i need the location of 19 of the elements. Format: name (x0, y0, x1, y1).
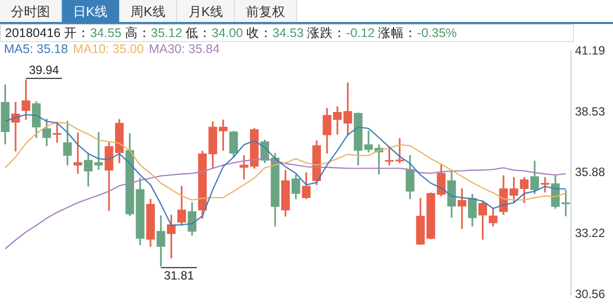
annotation: 39.94 (28, 63, 60, 78)
candlestick (11, 102, 20, 152)
text: 月K线 (177, 0, 236, 22)
chart-title: 20180416 开：34.55 高：35.12 低：34.00 收：34.53 涨跌：-0.12 涨幅：-0.35% (5, 26, 457, 40)
candlestick (458, 188, 466, 229)
y-tick-label: 35.88 (574, 165, 606, 180)
text: MA10: 35.00 (72, 42, 144, 56)
y-tick-label: 33.22 (574, 226, 606, 240)
text: 日K线 (62, 0, 120, 22)
annotation: 31.81 (164, 268, 194, 282)
text: MA30: 35.84 (148, 42, 220, 56)
candlestick (540, 177, 550, 192)
y-tick-label: 38.53 (574, 104, 606, 118)
y-tick-label: 30.56 (574, 287, 606, 302)
text: 分时图 (0, 0, 62, 22)
y-tick-label: 41.19 (574, 44, 606, 58)
text: MA5: 35.18 (4, 42, 68, 56)
text: 周K线 (120, 0, 178, 22)
text: 前复权 (235, 0, 298, 22)
